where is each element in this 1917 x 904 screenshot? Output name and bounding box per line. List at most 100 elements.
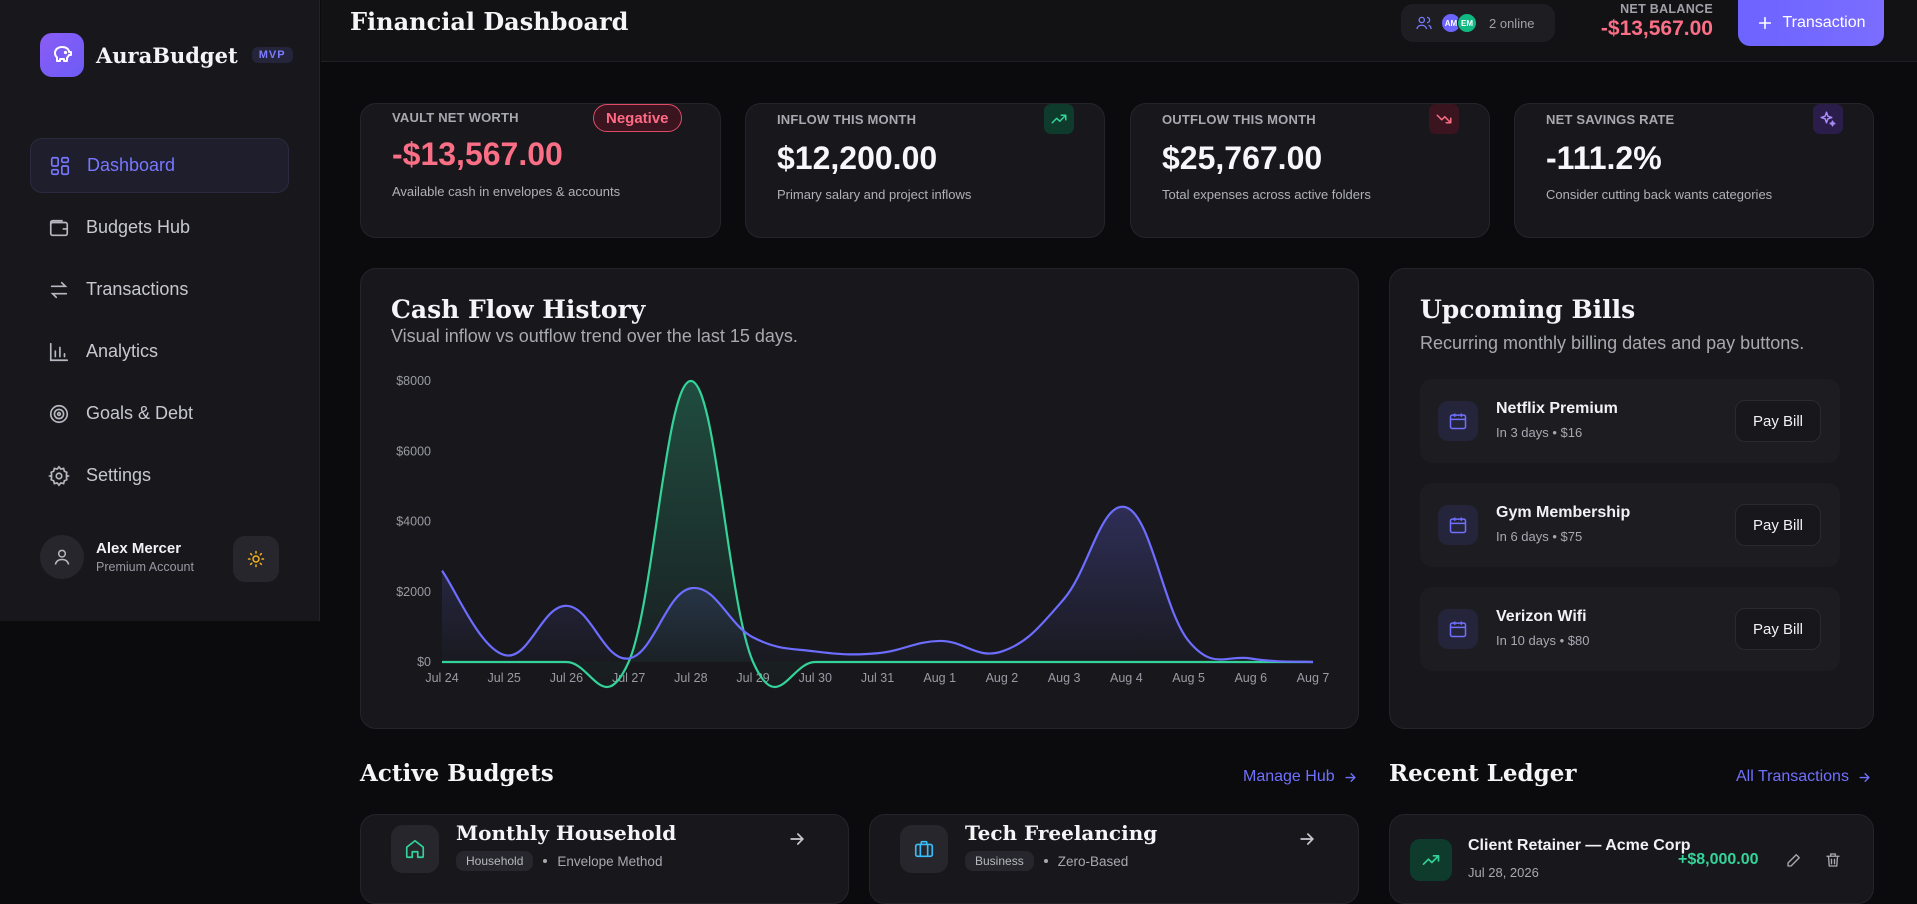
manage-hub-label: Manage Hub — [1243, 768, 1335, 785]
online-avatar: EM — [1457, 13, 1477, 33]
budget-tag: Household — [456, 851, 534, 871]
stat-subtitle: Primary salary and project inflows — [777, 187, 972, 202]
trend-down-icon — [1429, 104, 1459, 134]
sidebar-item-analytics[interactable]: Analytics — [30, 324, 289, 379]
piggy-bank-icon — [40, 33, 84, 77]
x-tick-label: Jul 28 — [674, 671, 707, 685]
budget-name: Monthly Household — [456, 821, 677, 845]
target-icon — [49, 404, 69, 423]
arrow-right-icon[interactable] — [1297, 829, 1317, 849]
pay-bill-button[interactable]: Pay Bill — [1735, 400, 1821, 442]
calendar-icon — [1438, 401, 1478, 441]
pay-bill-button[interactable]: Pay Bill — [1735, 608, 1821, 650]
calendar-icon — [1438, 609, 1478, 649]
sidebar-item-goals-debt[interactable]: Goals & Debt — [30, 386, 289, 441]
x-tick-label: Jul 24 — [425, 671, 458, 685]
budget-name: Tech Freelancing — [965, 821, 1158, 845]
user-name: Alex Mercer — [96, 540, 182, 557]
x-tick-label: Aug 7 — [1297, 671, 1330, 685]
budget-card[interactable]: Tech Freelancing Business Zero-Based — [869, 814, 1359, 904]
trash-icon[interactable] — [1824, 851, 1842, 869]
arrow-right-icon[interactable] — [787, 829, 807, 849]
ledger-row[interactable]: Client Retainer — Acme Corp Jul 28, 2026… — [1389, 814, 1874, 904]
user-icon — [54, 549, 70, 565]
net-balance: NET BALANCE -$13,567.00 — [1583, 2, 1713, 41]
stat-card-inflow: INFLOW THIS MONTH $12,200.00 Primary sal… — [745, 103, 1105, 238]
x-tick-label: Aug 6 — [1234, 671, 1267, 685]
bill-item: Netflix Premium In 3 days • $16 Pay Bill — [1420, 379, 1840, 463]
sidebar-item-label: Transactions — [86, 279, 189, 299]
y-tick-label: $2000 — [396, 585, 431, 599]
net-balance-value: -$13,567.00 — [1600, 17, 1713, 40]
app-name: AuraBudget — [96, 42, 238, 68]
theme-toggle-button[interactable] — [233, 536, 279, 582]
page-title: Financial Dashboard — [350, 7, 629, 36]
ledger-name: Client Retainer — Acme Corp — [1468, 837, 1691, 854]
stat-subtitle: Consider cutting back wants categories — [1546, 187, 1773, 202]
all-transactions-label: All Transactions — [1736, 768, 1849, 785]
sidebar-item-label: Budgets Hub — [86, 217, 191, 237]
x-tick-label: Jul 26 — [550, 671, 583, 685]
sidebar-item-dashboard[interactable]: Dashboard — [30, 138, 289, 193]
trend-up-icon — [1410, 839, 1452, 881]
manage-hub-link[interactable]: Manage Hub — [1243, 768, 1358, 786]
bill-item: Gym Membership In 6 days • $75 Pay Bill — [1420, 483, 1840, 567]
bill-name: Gym Membership — [1496, 504, 1631, 521]
budget-card[interactable]: Monthly Household Household Envelope Met… — [360, 814, 849, 904]
online-presence[interactable]: AM EM 2 online — [1401, 4, 1555, 42]
arrow-right-icon — [1345, 772, 1356, 782]
trend-up-icon — [1044, 104, 1074, 134]
stat-value: $12,200.00 — [777, 140, 938, 176]
bill-item: Verizon Wifi In 10 days • $80 Pay Bill — [1420, 587, 1840, 671]
sidebar-item-label: Settings — [86, 465, 152, 485]
add-transaction-button[interactable]: Transaction — [1738, 0, 1884, 46]
bills-title: Upcoming Bills — [1420, 295, 1636, 324]
budget-method: Zero-Based — [1057, 853, 1129, 869]
online-avatar: AM — [1441, 13, 1461, 33]
stat-card-outflow: OUTFLOW THIS MONTH $25,767.00 Total expe… — [1130, 103, 1490, 238]
stat-value: -111.2% — [1546, 140, 1662, 176]
active-budgets-title: Active Budgets — [360, 760, 554, 787]
top-header: Financial Dashboard AM EM 2 online NET B… — [321, 0, 1917, 62]
pay-bill-button[interactable]: Pay Bill — [1735, 504, 1821, 546]
users-icon — [1416, 16, 1432, 30]
all-transactions-link[interactable]: All Transactions — [1736, 768, 1872, 786]
ledger-date: Jul 28, 2026 — [1468, 865, 1539, 880]
budget-tag: Business — [965, 851, 1034, 871]
stat-label: VAULT NET WORTH — [392, 110, 519, 125]
x-tick-label: Jul 25 — [488, 671, 521, 685]
x-tick-label: Aug 2 — [986, 671, 1019, 685]
arrow-right-icon — [1859, 772, 1870, 782]
user-plan: Premium Account — [96, 560, 194, 574]
stat-card-net-worth: VAULT NET WORTH Negative -$13,567.00 Ava… — [360, 103, 721, 238]
sidebar-item-settings[interactable]: Settings — [30, 448, 289, 503]
separator-dot — [543, 859, 548, 863]
series-line — [441, 505, 1314, 664]
user-profile[interactable]: Alex Mercer Premium Account — [40, 535, 194, 579]
sidebar-item-transactions[interactable]: Transactions — [30, 262, 289, 317]
edit-icon[interactable] — [1785, 851, 1803, 869]
budget-method: Envelope Method — [557, 853, 663, 869]
swap-arrows-icon — [50, 281, 68, 298]
x-tick-label: Aug 1 — [923, 671, 956, 685]
upcoming-bills-card: Upcoming Bills Recurring monthly billing… — [1389, 268, 1874, 729]
bill-meta: In 10 days • $80 — [1496, 633, 1590, 648]
recent-ledger-title: Recent Ledger — [1389, 760, 1577, 787]
bar-chart-icon — [49, 342, 69, 361]
stat-subtitle: Total expenses across active folders — [1162, 187, 1371, 202]
sidebar-item-budgets-hub[interactable]: Budgets Hub — [30, 200, 289, 255]
cashflow-title: Cash Flow History — [391, 295, 646, 324]
sidebar-nav: Dashboard Budgets Hub Transactions Analy… — [30, 138, 289, 510]
sparkles-icon — [1813, 104, 1843, 134]
stat-value: -$13,567.00 — [392, 136, 563, 172]
wallet-icon — [49, 219, 69, 236]
grid-icon — [50, 156, 70, 175]
sidebar-item-label: Dashboard — [87, 155, 176, 175]
y-tick-label: $4000 — [396, 515, 431, 529]
x-tick-label: Aug 5 — [1172, 671, 1205, 685]
bills-subtitle: Recurring monthly billing dates and pay … — [1420, 333, 1805, 353]
budget-meta: Business Zero-Based — [965, 851, 1128, 871]
brand[interactable]: AuraBudget MVP — [40, 33, 293, 77]
x-tick-label: Jul 31 — [861, 671, 894, 685]
x-tick-label: Aug 3 — [1048, 671, 1081, 685]
